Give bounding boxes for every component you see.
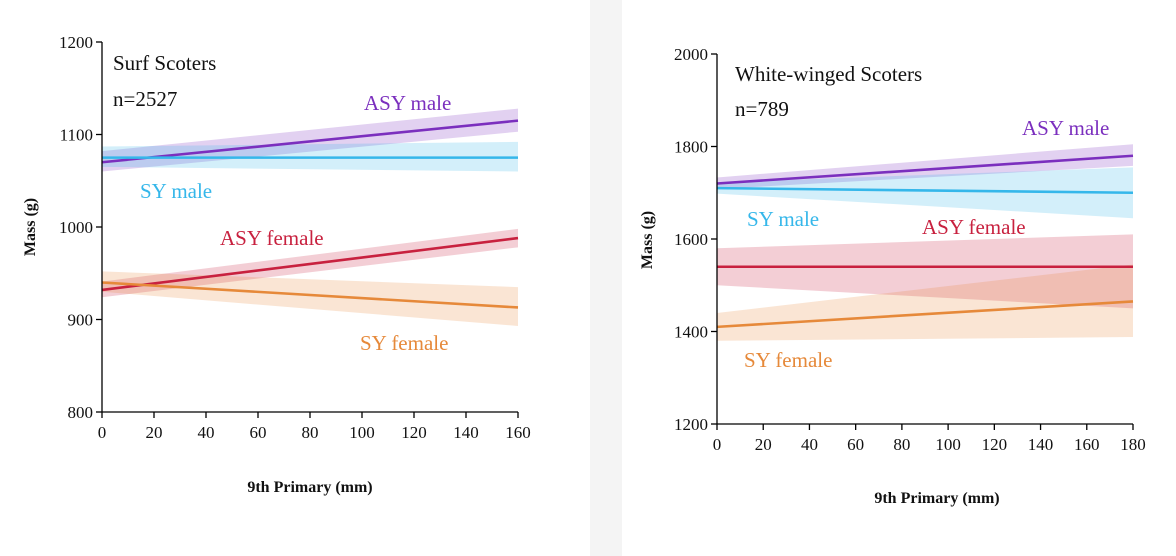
ci-band-asy-male bbox=[102, 108, 518, 172]
x-tick-label: 160 bbox=[1074, 435, 1100, 454]
y-axis-title: Mass (g) bbox=[22, 198, 39, 256]
x-tick-label: 160 bbox=[505, 423, 531, 442]
x-tick-label: 20 bbox=[755, 435, 772, 454]
surf-scoters-panel: 0 20 40 60 80 100 120 140 160 800 900 1000 1100 1200 9… bbox=[0, 0, 590, 556]
y-tick-label: 1000 bbox=[59, 218, 93, 237]
x-axis-title: 9th Primary (mm) bbox=[247, 479, 372, 496]
series-label-asy-female: ASY female bbox=[220, 226, 324, 250]
x-tick-label: 80 bbox=[893, 435, 910, 454]
x-tick-label: 120 bbox=[982, 435, 1008, 454]
white-winged-scoters-panel: 0 20 40 60 80 100 120 140 160 180 1200 1400 1600 1800… bbox=[622, 0, 1176, 556]
series-label-asy-male: ASY male bbox=[364, 91, 451, 115]
x-tick-label: 40 bbox=[801, 435, 818, 454]
x-tick-label: 20 bbox=[146, 423, 163, 442]
y-tick-label: 1400 bbox=[674, 323, 708, 342]
series-line-asy-female bbox=[101, 236, 519, 292]
x-tick-label: 0 bbox=[98, 423, 107, 442]
x-tick-label: 120 bbox=[401, 423, 427, 442]
y-tick-label: 800 bbox=[68, 403, 94, 422]
x-tick-label: 140 bbox=[453, 423, 479, 442]
x-tick-label: 100 bbox=[935, 435, 961, 454]
y-tick-label: 1200 bbox=[674, 415, 708, 434]
y-tick-label: 2000 bbox=[674, 45, 708, 64]
x-axis-title: 9th Primary (mm) bbox=[874, 490, 999, 507]
x-tick-label: 0 bbox=[713, 435, 722, 454]
x-tick-label: 40 bbox=[198, 423, 215, 442]
series-line-sy-female bbox=[716, 300, 1134, 329]
sample-size-label: n=789 bbox=[735, 97, 789, 121]
ci-band-sy-female bbox=[102, 271, 518, 326]
x-tick-label: 180 bbox=[1120, 435, 1146, 454]
chart-title: White-winged Scoters bbox=[735, 62, 922, 86]
sample-size-label: n=2527 bbox=[113, 87, 177, 111]
series-line-sy-male bbox=[716, 186, 1134, 195]
y-tick-label: 1100 bbox=[60, 126, 93, 145]
series-label-asy-female: ASY female bbox=[922, 215, 1026, 239]
ci-band-sy-male bbox=[717, 167, 1133, 219]
white-winged-scoters-chart: 0 20 40 60 80 100 120 140 160 180 1200 1400 1600 1800… bbox=[639, 45, 1146, 507]
y-tick-label: 900 bbox=[68, 311, 94, 330]
x-tick-label: 140 bbox=[1028, 435, 1054, 454]
series-line-asy-male bbox=[101, 119, 519, 164]
series-label-asy-male: ASY male bbox=[1022, 116, 1109, 140]
series-label-sy-male: SY male bbox=[140, 179, 212, 203]
y-tick-label: 1200 bbox=[59, 33, 93, 52]
x-tick-label: 60 bbox=[847, 435, 864, 454]
surf-scoters-chart: 0 20 40 60 80 100 120 140 160 800 900 1000 1100 1200 9… bbox=[22, 33, 531, 496]
series-label-sy-male: SY male bbox=[747, 207, 819, 231]
series-label-sy-female: SY female bbox=[360, 331, 448, 355]
chart-title: Surf Scoters bbox=[113, 51, 216, 75]
x-tick-label: 60 bbox=[250, 423, 267, 442]
ci-band-asy-female bbox=[717, 234, 1133, 309]
series-line-asy-male bbox=[716, 154, 1134, 185]
series-line-sy-female bbox=[101, 281, 519, 309]
y-tick-label: 1600 bbox=[674, 230, 708, 249]
y-axis-title: Mass (g) bbox=[639, 211, 656, 269]
x-tick-label: 80 bbox=[302, 423, 319, 442]
x-tick-label: 100 bbox=[349, 423, 375, 442]
series-label-sy-female: SY female bbox=[744, 348, 832, 372]
y-tick-label: 1800 bbox=[674, 138, 708, 157]
